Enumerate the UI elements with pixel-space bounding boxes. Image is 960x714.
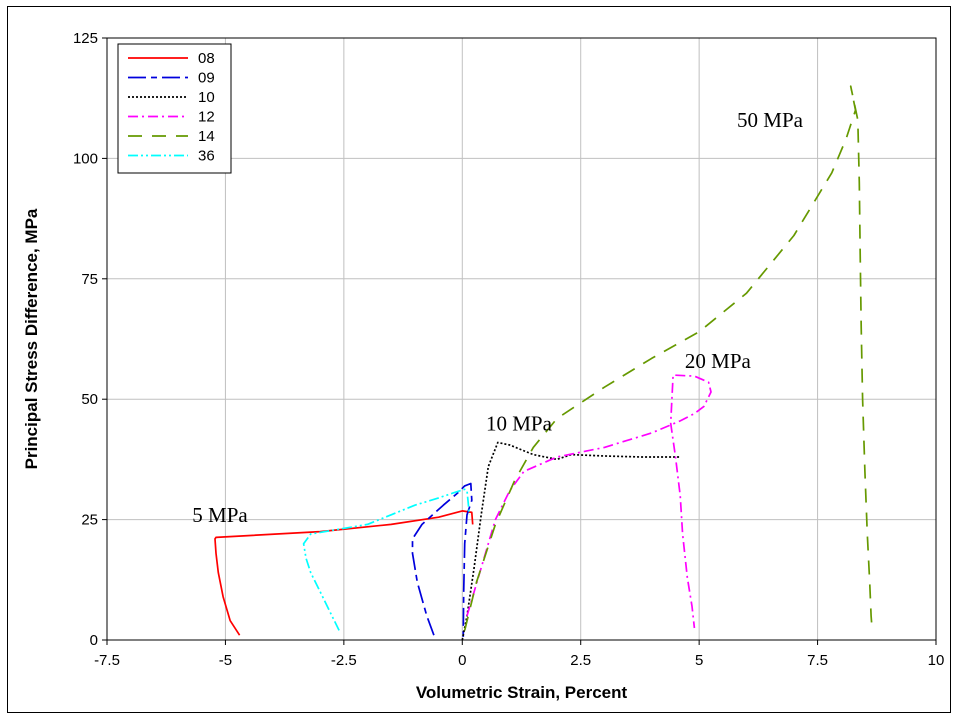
x-tick-label: -2.5 (331, 652, 357, 669)
x-tick-label: 2.5 (570, 652, 591, 669)
legend-box (117, 43, 232, 174)
pressure-annotation: 5 MPa (192, 503, 248, 527)
pressure-annotation: 50 MPa (737, 108, 804, 132)
series-line-12 (466, 374, 712, 629)
series-line-08 (214, 510, 474, 636)
series-line-36 (302, 488, 471, 631)
legend-label-36: 36 (198, 148, 215, 165)
pressure-annotation: 10 MPa (486, 412, 553, 436)
plot-area-border (106, 37, 937, 641)
y-tick-label: 0 (90, 632, 98, 649)
series-line-10 (461, 441, 681, 641)
x-tick-label: -5 (219, 652, 232, 669)
legend-label-09: 09 (198, 70, 215, 87)
annotations: 5 MPa 10 MPa 20 MPa 50 MPa (192, 108, 803, 527)
series-line-09 (411, 482, 473, 641)
y-axis-title: Principal Stress Difference, MPa (22, 208, 41, 469)
x-tick-label: -7.5 (94, 652, 120, 669)
x-tick-label: 5 (695, 652, 703, 669)
y-tick-label: 125 (73, 30, 98, 47)
legend-label-12: 12 (198, 109, 215, 126)
y-tick-label: 100 (73, 150, 98, 167)
y-tick-label: 75 (81, 271, 98, 288)
x-tick-label: 10 (928, 652, 945, 669)
x-tick-label: 0 (458, 652, 466, 669)
y-tick-label: 50 (81, 391, 98, 408)
legend: 08 09 10 12 14 36 (117, 43, 232, 174)
x-tick-label: 7.5 (807, 652, 828, 669)
legend-label-10: 10 (198, 89, 215, 106)
x-axis-title: Volumetric Strain, Percent (416, 683, 628, 702)
y-tick-label: 25 (81, 512, 98, 529)
pressure-annotation: 20 MPa (685, 349, 752, 373)
series-lines (214, 85, 873, 641)
legend-label-08: 08 (198, 50, 215, 67)
series-line-14 (463, 85, 873, 631)
legend-label-14: 14 (198, 128, 215, 145)
